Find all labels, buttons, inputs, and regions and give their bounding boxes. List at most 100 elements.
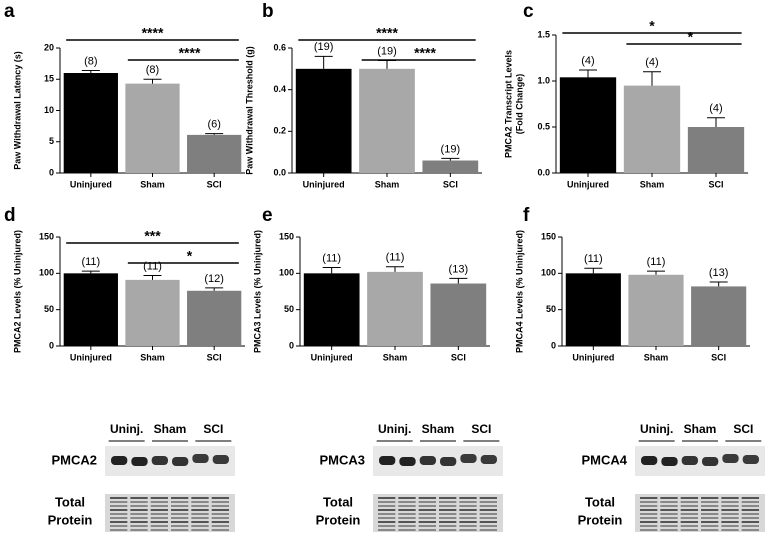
- total-protein-band: [130, 525, 148, 527]
- total-protein-band: [721, 501, 739, 503]
- bar: [63, 73, 118, 173]
- bar: [687, 127, 745, 173]
- y-tick-label: 0: [49, 340, 54, 350]
- total-protein-band: [398, 505, 416, 507]
- loading-label: Protein: [48, 512, 93, 527]
- bar: [691, 286, 747, 346]
- bar: [430, 283, 487, 346]
- bar: [187, 290, 242, 346]
- total-protein-band: [479, 497, 497, 499]
- panel-label: b: [262, 1, 274, 22]
- total-protein-band: [171, 497, 189, 499]
- total-protein-band: [171, 501, 189, 503]
- total-protein-band: [701, 529, 719, 531]
- total-protein-band: [110, 509, 128, 511]
- total-protein-band: [171, 513, 189, 515]
- total-protein-band: [701, 517, 719, 519]
- total-protein-band: [640, 501, 658, 503]
- total-protein-band: [439, 497, 457, 499]
- total-protein-band: [130, 529, 148, 531]
- total-protein-band: [171, 529, 189, 531]
- bar: [125, 83, 180, 173]
- total-protein-band: [640, 529, 658, 531]
- total-protein-band: [479, 509, 497, 511]
- total-protein-band: [680, 509, 698, 511]
- y-tick-label: 0: [289, 340, 294, 350]
- blot-band: [192, 454, 209, 463]
- loading-label: Total: [323, 494, 353, 509]
- total-protein-band: [741, 501, 759, 503]
- lane-group-label: Uninj.: [640, 422, 673, 436]
- lane-group-label: Sham: [684, 422, 717, 436]
- x-tick-label: Uninjured: [70, 179, 112, 189]
- y-tick-label: 0.0: [273, 167, 286, 177]
- total-protein-band: [191, 509, 209, 511]
- significance-label: ****: [414, 45, 436, 61]
- y-tick-label: 0: [551, 340, 556, 350]
- bar: [367, 271, 423, 346]
- y-axis-label: (Fold Change): [514, 74, 524, 135]
- total-protein-band: [171, 505, 189, 507]
- total-protein-band: [171, 517, 189, 519]
- total-protein-band: [741, 529, 759, 531]
- x-tick-label: Uninjured: [311, 352, 353, 362]
- n-label: (11): [647, 256, 666, 268]
- n-label: (13): [709, 267, 729, 279]
- y-tick-label: 150: [279, 231, 294, 241]
- total-protein-band: [191, 513, 209, 515]
- total-protein-band: [680, 513, 698, 515]
- total-protein-band: [459, 521, 477, 523]
- total-protein-band: [680, 517, 698, 519]
- total-protein-band: [660, 509, 678, 511]
- total-protein-band: [459, 517, 477, 519]
- significance-label: *: [649, 18, 655, 34]
- total-protein-band: [211, 517, 229, 519]
- x-tick-label: SCI: [711, 352, 726, 362]
- total-protein-band: [640, 509, 658, 511]
- y-axis-label: PMCA3 Levels (% Uninjured): [252, 230, 262, 353]
- total-protein-band: [640, 505, 658, 507]
- blot-protein: PMCA3: [319, 452, 365, 467]
- lane-group-label: Sham: [154, 422, 187, 436]
- total-protein-band: [418, 509, 436, 511]
- significance-label: *: [688, 29, 694, 45]
- total-protein-band: [211, 509, 229, 511]
- total-protein-band: [418, 513, 436, 515]
- total-protein-band: [660, 501, 678, 503]
- total-protein-band: [150, 517, 168, 519]
- x-tick-label: Uninjured: [567, 179, 609, 189]
- total-protein-band: [211, 513, 229, 515]
- total-protein-band: [378, 521, 396, 523]
- blot-protein: PMCA4: [581, 452, 627, 467]
- total-protein-band: [701, 501, 719, 503]
- total-protein-band: [150, 521, 168, 523]
- total-protein-band: [418, 505, 436, 507]
- total-protein-band: [439, 509, 457, 511]
- total-protein-band: [721, 521, 739, 523]
- total-protein-band: [378, 513, 396, 515]
- total-protein-band: [459, 529, 477, 531]
- total-protein-band: [150, 505, 168, 507]
- total-protein-band: [701, 525, 719, 527]
- y-axis-label: Paw Withdrawal Latency (s): [12, 51, 22, 169]
- total-protein-band: [660, 513, 678, 515]
- lane-group-label: Uninj.: [110, 422, 143, 436]
- total-protein-band: [171, 525, 189, 527]
- blot-band: [379, 456, 396, 465]
- total-protein-band: [721, 529, 739, 531]
- total-protein-band: [191, 501, 209, 503]
- total-protein-band: [398, 517, 416, 519]
- n-label: (13): [449, 263, 469, 275]
- total-protein-band: [191, 525, 209, 527]
- total-protein-band: [680, 497, 698, 499]
- total-protein-band: [439, 513, 457, 515]
- blot-band: [641, 456, 658, 465]
- y-axis-label: PMCA2 Levels (% Uninjured): [12, 230, 22, 353]
- total-protein-band: [150, 525, 168, 527]
- total-protein-band: [211, 501, 229, 503]
- x-tick-label: SCI: [443, 179, 458, 189]
- blot-band: [661, 457, 678, 466]
- y-axis-label: PMCA4 Levels (% Uninjured): [514, 230, 524, 353]
- total-protein-band: [130, 513, 148, 515]
